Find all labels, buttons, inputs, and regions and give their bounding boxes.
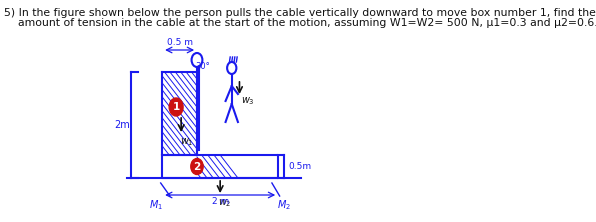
Text: $M_1$: $M_1$ xyxy=(149,198,163,212)
Text: 5) In the figure shown below the person pulls the cable vertically downward to m: 5) In the figure shown below the person … xyxy=(4,8,596,18)
Text: amount of tension in the cable at the start of the motion, assuming W1=W2= 500 N: amount of tension in the cable at the st… xyxy=(4,18,596,28)
Text: 2 m: 2 m xyxy=(212,197,229,206)
Text: $w_3$: $w_3$ xyxy=(241,95,254,107)
Text: 1: 1 xyxy=(172,102,180,112)
Text: $w_1$: $w_1$ xyxy=(179,136,193,148)
Circle shape xyxy=(191,159,203,174)
Text: 0.5 m: 0.5 m xyxy=(167,38,193,47)
Text: 2: 2 xyxy=(193,161,201,172)
Text: $M_2$: $M_2$ xyxy=(277,198,291,212)
Text: $w_2$: $w_2$ xyxy=(218,197,231,209)
Text: 2m: 2m xyxy=(114,120,130,130)
Circle shape xyxy=(169,98,183,116)
Text: 30°: 30° xyxy=(195,62,210,71)
Text: 0.5m: 0.5m xyxy=(288,162,311,171)
